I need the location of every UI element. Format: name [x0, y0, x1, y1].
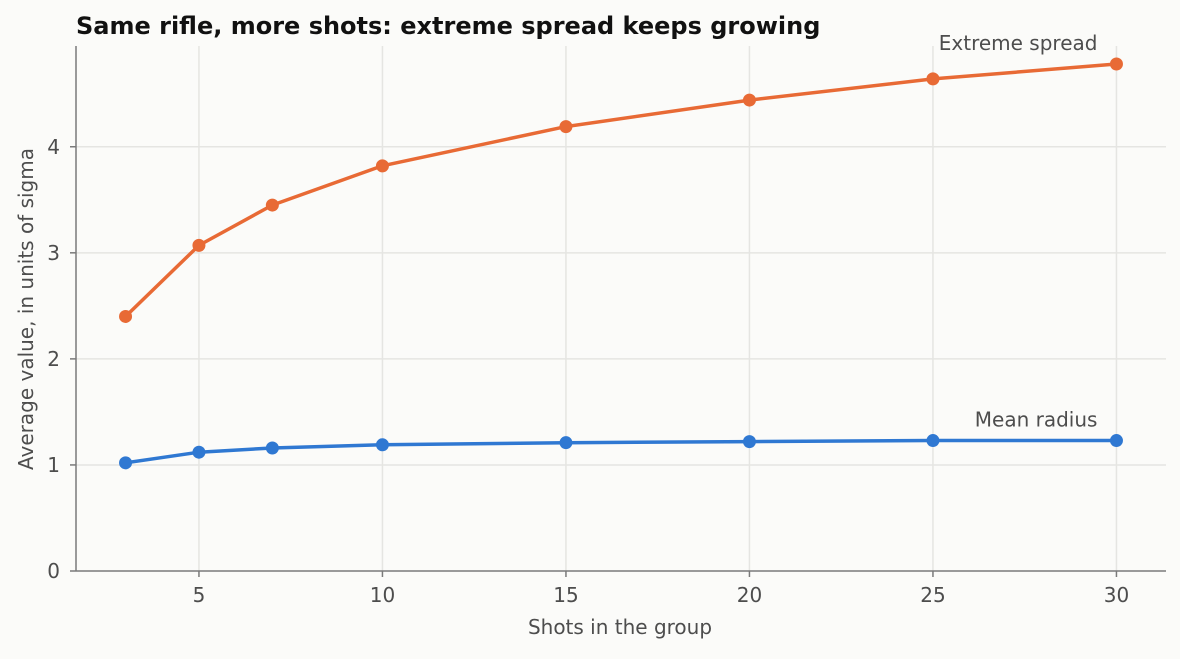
- ticks-layer: 5 10 15 20 25 30 0 1 2 3 4: [47, 135, 1129, 607]
- x-tick-label: 25: [920, 583, 945, 607]
- chart-title: Same rifle, more shots: extreme spread k…: [76, 12, 820, 40]
- data-point-mean-radius: [265, 441, 279, 455]
- y-axis-label: Average value, in units of sigma: [14, 148, 38, 470]
- series-mean-radius: [119, 434, 1123, 470]
- data-point-extreme-spread: [926, 72, 940, 86]
- data-point-extreme-spread: [265, 198, 279, 212]
- data-point-extreme-spread: [742, 93, 756, 107]
- data-point-mean-radius: [192, 445, 206, 459]
- series-line-extreme-spread: [123, 62, 1119, 319]
- series-extreme-spread: [119, 57, 1123, 323]
- data-point-mean-radius: [119, 456, 133, 470]
- data-point-extreme-spread: [559, 120, 573, 134]
- x-tick-label: 30: [1104, 583, 1129, 607]
- series-label-extreme-spread: Extreme spread: [939, 31, 1098, 55]
- x-axis-label: Shots in the group: [528, 615, 712, 639]
- data-point-mean-radius: [1109, 434, 1123, 448]
- x-tick-label: 15: [553, 583, 578, 607]
- x-tick-label: 10: [370, 583, 395, 607]
- data-point-mean-radius: [559, 436, 573, 450]
- labels-layer: Extreme spread Mean radius: [939, 31, 1098, 432]
- series-label-mean-radius: Mean radius: [975, 408, 1098, 432]
- series-line-mean-radius: [123, 438, 1119, 465]
- x-tick-label: 20: [737, 583, 762, 607]
- data-point-extreme-spread: [1109, 57, 1123, 71]
- data-point-extreme-spread: [119, 309, 133, 323]
- data-point-mean-radius: [926, 434, 940, 448]
- y-tick-label: 3: [47, 241, 60, 265]
- data-point-extreme-spread: [375, 159, 389, 173]
- grid-layer: [76, 46, 1166, 571]
- y-tick-label: 0: [47, 559, 60, 583]
- y-tick-label: 4: [47, 135, 60, 159]
- data-point-mean-radius: [742, 435, 756, 449]
- axes-layer: [75, 46, 1166, 572]
- data-point-mean-radius: [375, 438, 389, 452]
- y-tick-label: 1: [47, 453, 60, 477]
- y-tick-label: 2: [47, 347, 60, 371]
- series-layer: [119, 57, 1123, 470]
- data-point-extreme-spread: [192, 238, 206, 252]
- x-tick-label: 5: [193, 583, 206, 607]
